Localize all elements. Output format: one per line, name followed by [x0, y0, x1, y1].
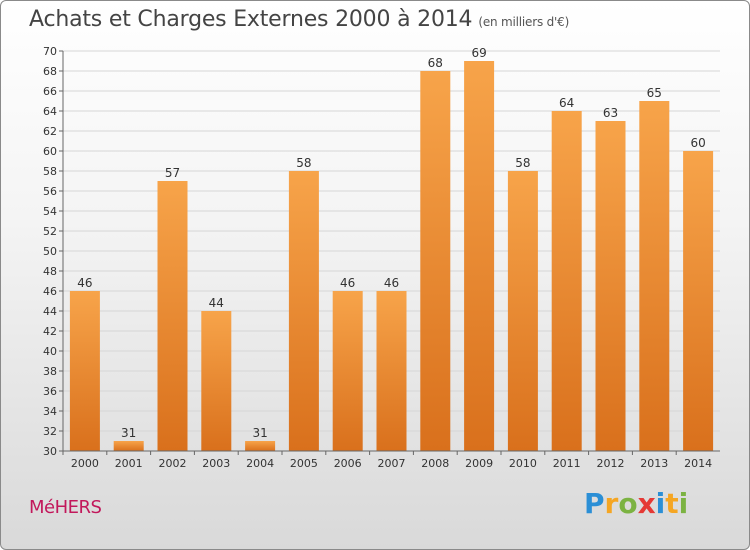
bar-2014: [683, 151, 714, 451]
x-tick-label-2011: 2011: [553, 457, 581, 470]
chart-subtitle: (en milliers d'€): [478, 15, 570, 29]
bar-2011: [551, 111, 582, 451]
value-label-2008: 68: [428, 56, 443, 70]
x-tick-label-2012: 2012: [597, 457, 625, 470]
x-tick-label-2014: 2014: [684, 457, 712, 470]
x-tick-label-2004: 2004: [246, 457, 274, 470]
y-tick-label: 52: [43, 225, 57, 238]
bar-2003: [201, 311, 232, 451]
y-tick-label: 34: [43, 405, 57, 418]
value-label-2002: 57: [165, 166, 180, 180]
bar-2009: [464, 61, 495, 451]
y-tick-label: 30: [43, 445, 57, 458]
y-tick-label: 50: [43, 245, 57, 258]
logo-letter: i: [655, 487, 666, 520]
x-tick-label-2007: 2007: [378, 457, 406, 470]
value-label-2005: 58: [296, 156, 311, 170]
y-tick-label: 62: [43, 125, 57, 138]
x-tick-label-2006: 2006: [334, 457, 362, 470]
y-tick-label: 70: [43, 45, 57, 58]
logo-letter: t: [665, 487, 679, 520]
bar-2004: [245, 441, 276, 451]
bar-2002: [157, 181, 188, 451]
x-tick-label-2013: 2013: [640, 457, 668, 470]
logo-letter: P: [584, 487, 605, 520]
bar-2005: [288, 171, 319, 451]
value-label-2013: 65: [647, 86, 662, 100]
value-label-2004: 31: [252, 426, 267, 440]
value-label-2000: 46: [77, 276, 92, 290]
x-tick-label-2005: 2005: [290, 457, 318, 470]
bar-2008: [420, 71, 451, 451]
bar-2007: [376, 291, 407, 451]
y-tick-label: 36: [43, 385, 57, 398]
value-label-2001: 31: [121, 426, 136, 440]
y-tick-label: 64: [43, 105, 57, 118]
y-tick-label: 60: [43, 145, 57, 158]
y-tick-label: 48: [43, 265, 57, 278]
y-tick-label: 44: [43, 305, 57, 318]
y-tick-label: 42: [43, 325, 57, 338]
y-axis: 30 32 34 36 38 40 42 44 46 48 50 52 54 56 58 60 62 64 66 68…: [43, 45, 64, 458]
chart-title-block: Achats et Charges Externes 2000 à 2014 (e…: [29, 7, 569, 32]
logo-letter: o: [618, 487, 638, 520]
y-tick-label: 58: [43, 165, 57, 178]
x-axis: 2000 2001 2002 2003 2004 2005 2006 2007 2008 2009…: [62, 450, 720, 470]
x-tick-label-2000: 2000: [71, 457, 99, 470]
y-tick-label: 38: [43, 365, 57, 378]
bar-2012: [595, 121, 626, 451]
y-tick-label: 56: [43, 185, 57, 198]
value-label-2012: 63: [603, 106, 618, 120]
bar-2013: [639, 101, 670, 451]
y-tick-label: 54: [43, 205, 57, 218]
x-tick-label-2002: 2002: [159, 457, 187, 470]
y-tick-label: 66: [43, 85, 57, 98]
x-tick-label-2010: 2010: [509, 457, 537, 470]
proxiti-logo: Proxiti: [584, 487, 688, 520]
y-tick-label: 68: [43, 65, 57, 78]
bar-2000: [69, 291, 100, 451]
commune-name: MéHERS: [29, 497, 102, 518]
value-label-2007: 46: [384, 276, 399, 290]
y-tick-label: 40: [43, 345, 57, 358]
y-tick-label: 32: [43, 425, 57, 438]
value-label-2014: 60: [690, 136, 705, 150]
value-label-2009: 69: [471, 46, 486, 60]
value-label-2011: 64: [559, 96, 574, 110]
bar-2010: [507, 171, 538, 451]
x-tick-label-2003: 2003: [202, 457, 230, 470]
y-tick-label: 46: [43, 285, 57, 298]
x-tick-label-2001: 2001: [115, 457, 143, 470]
logo-letter: x: [637, 487, 656, 520]
value-label-2003: 44: [209, 296, 224, 310]
value-label-2006: 46: [340, 276, 355, 290]
x-tick-label-2008: 2008: [421, 457, 449, 470]
value-label-2010: 58: [515, 156, 530, 170]
chart-title: Achats et Charges Externes 2000 à 2014: [29, 7, 473, 32]
logo-letter: r: [604, 487, 619, 520]
bar-2001: [113, 441, 144, 451]
x-tick-label-2009: 2009: [465, 457, 493, 470]
bar-2006: [332, 291, 363, 451]
bars: 46 31 57 44 31 58 46 46 68 69 58 64 63 65 60: [69, 46, 714, 451]
logo-letter: i: [678, 487, 689, 520]
